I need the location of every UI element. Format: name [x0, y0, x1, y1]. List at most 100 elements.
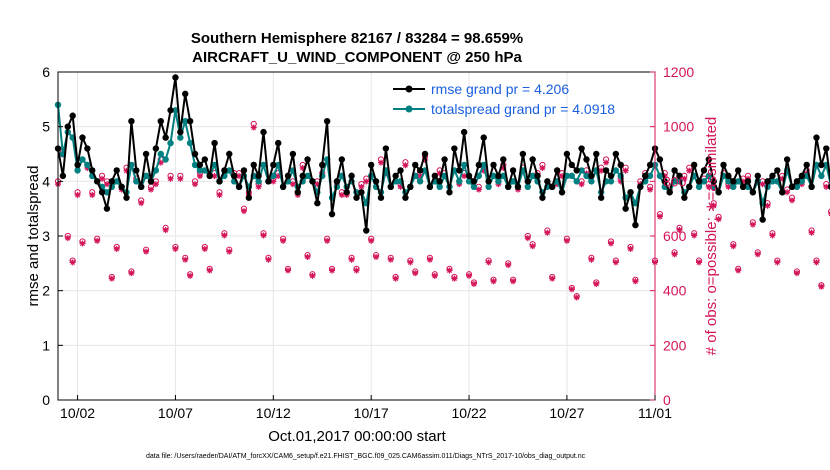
- obs-assimilated-point: [505, 262, 512, 269]
- rmse-point: [103, 205, 111, 212]
- rmse-point: [353, 194, 360, 201]
- rmse-point: [446, 189, 453, 196]
- y-tick-label: 5: [42, 119, 50, 135]
- rmse-point: [514, 183, 522, 190]
- obs-assimilated-point: [74, 191, 81, 198]
- obs-assimilated-point: [563, 237, 570, 244]
- chart-subtitle: AIRCRAFT_U_WIND_COMPONENT @ 250 hPa: [192, 49, 522, 66]
- rmse-point: [113, 167, 120, 174]
- spread-point: [725, 178, 732, 185]
- obs-assimilated-point: [578, 181, 585, 188]
- rmse-point: [495, 172, 502, 180]
- rmse-point: [407, 183, 414, 190]
- spread-point: [456, 178, 463, 185]
- rmse-point: [700, 167, 708, 174]
- obs-assimilated-point: [749, 221, 756, 228]
- spread-point: [480, 161, 487, 169]
- obs-assimilated-point: [69, 259, 76, 266]
- rmse-point: [656, 156, 664, 163]
- x-tick-label: 10/17: [354, 405, 389, 421]
- obs-assimilated-point: [64, 235, 71, 242]
- rmse-point: [137, 183, 145, 190]
- obs-assimilated-point: [696, 259, 703, 266]
- obs-assimilated-point: [373, 254, 380, 261]
- spread-point: [201, 167, 209, 174]
- rmse-point: [720, 161, 727, 169]
- spread-point: [416, 178, 424, 185]
- rmse-point: [392, 172, 399, 180]
- rmse-point: [79, 134, 86, 141]
- rmse-point: [827, 183, 830, 190]
- rmse-point: [431, 172, 438, 180]
- rmse-point: [793, 178, 801, 185]
- spread-point: [656, 172, 664, 180]
- obs-assimilated-point: [392, 275, 399, 282]
- obs-assimilated-point: [363, 178, 370, 185]
- rmse-point: [64, 123, 71, 130]
- rmse-point: [421, 150, 429, 158]
- spread-point: [191, 161, 199, 169]
- rmse-point: [573, 167, 580, 174]
- obs-assimilated-point: [289, 181, 296, 188]
- x-axis-label: Oct.01,2017 00:00:00 start: [268, 428, 446, 445]
- rmse-point: [558, 189, 566, 196]
- obs-assimilated-point: [128, 270, 135, 277]
- rmse-point: [157, 118, 164, 125]
- obs-assimilated-point: [627, 245, 634, 252]
- obs-assimilated-point: [793, 270, 800, 277]
- spread-point: [700, 178, 708, 185]
- obs-assimilated-point: [485, 259, 492, 266]
- obs-assimilated-point: [206, 267, 213, 274]
- rmse-point: [235, 183, 243, 190]
- obs-assimilated-point: [446, 267, 453, 274]
- spread-point: [529, 172, 536, 180]
- obs-assimilated-point: [192, 181, 199, 188]
- rmse-point: [118, 183, 125, 190]
- legend: rmse grand pr = 4.206 totalspread grand …: [393, 81, 615, 117]
- rmse-point: [504, 183, 512, 190]
- rmse-point: [441, 156, 448, 163]
- obs-assimilated-point: [461, 173, 468, 180]
- x-tick-label: 10/02: [60, 405, 95, 421]
- legend-spread-marker: [405, 105, 413, 113]
- spread-point: [485, 183, 492, 190]
- rmse-point: [221, 167, 228, 174]
- rmse-point: [544, 178, 551, 185]
- obs-assimilated-point: [573, 294, 580, 301]
- y-axis-label: rmse and totalspread: [25, 166, 42, 307]
- rmse-point: [255, 172, 262, 180]
- spread-point: [578, 167, 585, 174]
- obs-assimilated-point: [539, 164, 546, 171]
- rmse-point: [314, 200, 321, 207]
- obs-assimilated-point: [789, 197, 796, 204]
- obs-assimilated-point: [691, 232, 698, 239]
- obs-assimilated-point: [196, 173, 203, 180]
- y2-tick-label: 0: [663, 392, 671, 408]
- spread-point: [128, 161, 135, 169]
- obs-assimilated-point: [490, 278, 497, 285]
- rmse-point: [705, 156, 713, 163]
- spread-point: [793, 183, 801, 190]
- obs-assimilated-point: [147, 186, 154, 193]
- rmse-point: [338, 156, 346, 163]
- spread-point: [798, 178, 806, 185]
- rmse-point: [588, 172, 595, 180]
- spread-point: [260, 161, 267, 169]
- obs-assimilated-point: [309, 272, 316, 279]
- obs-assimilated-point: [544, 229, 551, 236]
- rmse-point: [690, 161, 698, 169]
- spread-point: [162, 156, 169, 163]
- rmse-point: [367, 161, 375, 169]
- rmse-point: [460, 128, 468, 136]
- spread-point: [113, 178, 120, 185]
- rmse-point: [84, 145, 91, 152]
- rmse-point: [260, 128, 267, 136]
- spread-point: [79, 156, 86, 163]
- obs-assimilated-point: [730, 243, 737, 250]
- spread-point: [157, 150, 164, 158]
- obs-assimilated-point: [603, 159, 610, 166]
- rmse-point: [818, 161, 825, 169]
- rmse-point: [436, 178, 443, 185]
- rmse-point: [578, 145, 585, 152]
- obs-assimilated-point: [529, 243, 536, 250]
